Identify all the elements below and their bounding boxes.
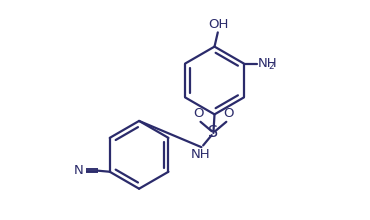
Text: O: O (194, 107, 204, 120)
Text: 2: 2 (269, 62, 274, 71)
Text: OH: OH (208, 18, 228, 31)
Text: N: N (74, 164, 84, 177)
Text: O: O (223, 107, 233, 120)
Text: NH: NH (258, 57, 278, 70)
Text: NH: NH (191, 148, 211, 161)
Text: S: S (208, 125, 218, 140)
